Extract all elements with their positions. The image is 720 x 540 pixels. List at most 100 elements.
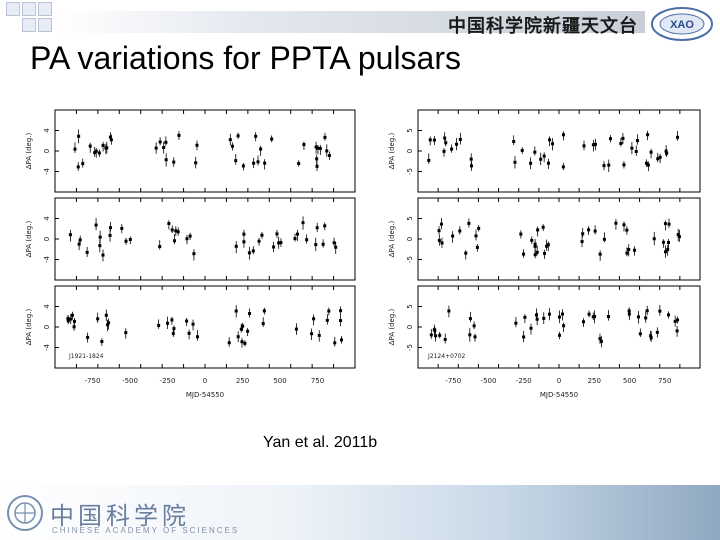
data-point	[339, 338, 343, 342]
data-point	[93, 151, 97, 155]
data-point	[440, 241, 444, 245]
data-point	[314, 243, 318, 247]
data-point	[663, 250, 667, 254]
data-point	[546, 243, 550, 247]
data-point	[667, 222, 671, 226]
data-point	[339, 309, 343, 313]
x-axis-label: MJD-54550	[540, 391, 578, 399]
data-point	[240, 340, 244, 344]
data-point	[295, 232, 299, 236]
data-point	[676, 318, 680, 322]
data-point	[630, 146, 634, 150]
data-point	[263, 161, 267, 165]
data-point	[252, 161, 256, 165]
x-tick-label: 750	[311, 377, 324, 385]
data-point	[545, 244, 549, 248]
data-point	[76, 165, 80, 169]
data-point	[185, 319, 189, 323]
data-point	[513, 160, 517, 164]
data-point	[582, 144, 586, 148]
data-point	[158, 244, 162, 248]
data-point	[72, 325, 76, 329]
data-point	[581, 320, 585, 324]
data-point	[633, 248, 637, 252]
x-tick-label: 0	[557, 377, 561, 385]
data-point	[261, 322, 265, 326]
data-point	[315, 157, 319, 161]
y-tick-label: -4	[43, 167, 51, 175]
data-point	[475, 245, 479, 249]
data-point	[622, 163, 626, 167]
data-point	[627, 247, 631, 251]
data-point	[646, 133, 650, 137]
y-tick-label: 4	[43, 128, 51, 133]
panel-frame	[417, 109, 701, 193]
data-point	[321, 242, 325, 246]
data-point	[234, 244, 238, 248]
data-point	[105, 146, 109, 150]
data-point	[101, 143, 105, 147]
data-point	[658, 155, 662, 159]
data-point	[432, 138, 436, 142]
data-point	[72, 319, 76, 323]
data-point	[305, 238, 309, 242]
data-point	[673, 319, 677, 323]
data-point	[542, 316, 546, 320]
slide-title: PA variations for PPTA pulsars	[30, 40, 461, 76]
data-point	[666, 248, 670, 252]
data-point	[587, 228, 591, 232]
data-point	[173, 239, 177, 243]
data-point	[195, 143, 199, 147]
data-point	[339, 319, 343, 323]
data-point	[124, 239, 128, 243]
data-point	[323, 224, 327, 228]
data-point	[317, 333, 321, 337]
data-point	[106, 323, 110, 327]
data-point	[108, 233, 112, 237]
data-point	[194, 161, 198, 165]
x-tick-label: -750	[85, 377, 101, 385]
data-point	[543, 251, 547, 255]
data-point	[427, 158, 431, 162]
data-point	[433, 328, 437, 332]
data-point	[535, 317, 539, 321]
data-point	[279, 241, 283, 245]
data-point	[636, 315, 640, 319]
data-point	[474, 234, 478, 238]
data-point	[557, 315, 561, 319]
data-point	[167, 222, 171, 226]
data-point	[332, 241, 336, 245]
data-point	[562, 324, 566, 328]
data-point	[315, 226, 319, 230]
panel-frame	[54, 109, 356, 193]
data-point	[248, 312, 252, 316]
y-tick-label: -5	[406, 168, 414, 175]
data-point	[230, 144, 234, 148]
data-point	[241, 164, 245, 168]
y-tick-label: 5	[406, 216, 414, 220]
data-point	[530, 238, 534, 242]
data-point	[649, 150, 653, 154]
x-tick-label: 250	[588, 377, 601, 385]
data-point	[607, 163, 611, 167]
data-point	[591, 143, 595, 147]
data-point	[107, 321, 111, 325]
data-point	[652, 237, 656, 241]
data-point	[260, 233, 264, 237]
data-point	[548, 138, 552, 142]
data-point	[101, 253, 105, 257]
data-point	[439, 222, 443, 226]
data-point	[519, 232, 523, 236]
data-point	[523, 315, 527, 319]
data-point	[104, 313, 108, 317]
data-point	[437, 238, 441, 242]
data-point	[94, 149, 98, 153]
y-axis-label: ΔPA (deg.)	[25, 133, 33, 170]
data-point	[512, 140, 516, 144]
data-point	[172, 327, 176, 331]
data-point	[323, 135, 327, 139]
data-point	[599, 339, 603, 343]
data-point	[539, 157, 543, 161]
data-point	[625, 228, 629, 232]
data-point	[455, 142, 459, 146]
